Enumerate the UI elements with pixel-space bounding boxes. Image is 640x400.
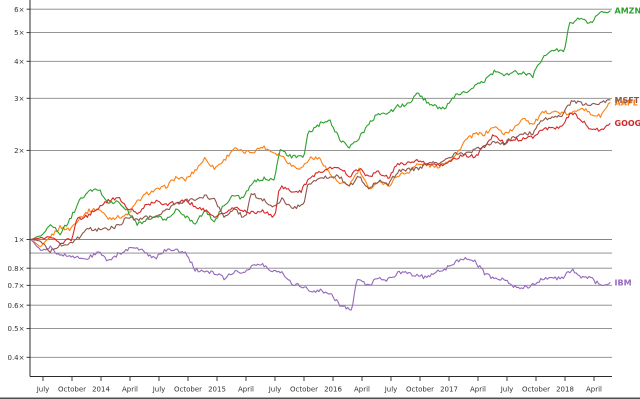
y-tick-label: 2× [14, 147, 24, 155]
y-tick-label: 0.7× [8, 282, 25, 290]
y-tick-label: 0.4× [8, 354, 25, 362]
y-tick-label: 1× [14, 236, 24, 244]
series-label-GOOG: GOOG [615, 119, 640, 128]
y-tick-label: 6× [14, 6, 24, 14]
x-tick-label: 2014 [92, 386, 110, 394]
x-tick-label: 2016 [324, 386, 342, 394]
series-label-MSFT: MSFT [615, 96, 640, 105]
x-tick-label: 2018 [556, 386, 574, 394]
x-tick-label: July [268, 386, 282, 394]
x-tick-label: July [36, 386, 50, 394]
x-tick-label: 2015 [208, 386, 226, 394]
series-label-AMZN: AMZN [615, 7, 640, 16]
series-line-GOOG [30, 112, 611, 245]
x-tick-label: 2017 [440, 386, 458, 394]
x-tick-label: April [586, 386, 602, 394]
y-tick-label: 5× [14, 29, 24, 37]
y-tick-label: 0.6× [8, 302, 25, 310]
y-tick-label: 4× [14, 58, 24, 66]
series-label-AAPL: AAPL [615, 98, 638, 107]
series-line-AAPL [30, 102, 611, 248]
x-tick-label: October [58, 386, 86, 394]
x-tick-label: April [470, 386, 486, 394]
x-tick-label: October [174, 386, 202, 394]
x-tick-label: July [500, 386, 514, 394]
series-label-IBM: IBM [615, 278, 632, 287]
series-line-IBM [30, 238, 611, 311]
y-tick-label: 3× [14, 95, 24, 103]
x-tick-label: October [522, 386, 550, 394]
x-tick-label: April [354, 386, 370, 394]
x-tick-label: October [290, 386, 318, 394]
x-tick-label: April [238, 386, 254, 394]
x-tick-label: April [122, 386, 138, 394]
y-tick-label: 0.5× [8, 325, 25, 333]
x-tick-label: October [406, 386, 434, 394]
y-tick-label: 0.8× [8, 265, 25, 273]
x-tick-label: July [384, 386, 398, 394]
x-tick-label: July [152, 386, 166, 394]
series-line-MSFT [30, 99, 611, 254]
